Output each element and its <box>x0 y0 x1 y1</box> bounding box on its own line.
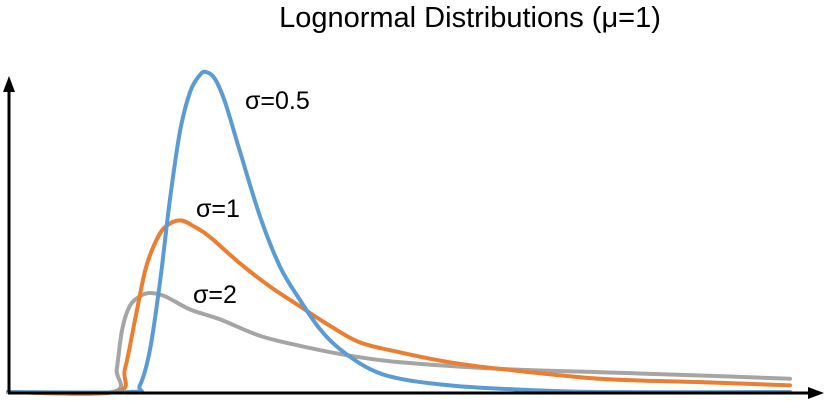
curves <box>5 69 792 396</box>
series-line-0.5 <box>5 69 792 395</box>
series-label-sigma-0.5: σ=0.5 <box>245 87 310 115</box>
x-axis-arrow-icon <box>808 387 824 399</box>
axes <box>3 76 824 399</box>
series-line-2 <box>5 290 792 396</box>
series-line-1 <box>5 218 792 396</box>
chart-title: Lognormal Distributions (μ=1) <box>279 2 661 34</box>
y-axis-arrow-icon <box>3 76 15 92</box>
series-label-sigma-1: σ=1 <box>196 195 240 223</box>
series-label-sigma-2: σ=2 <box>193 281 237 309</box>
